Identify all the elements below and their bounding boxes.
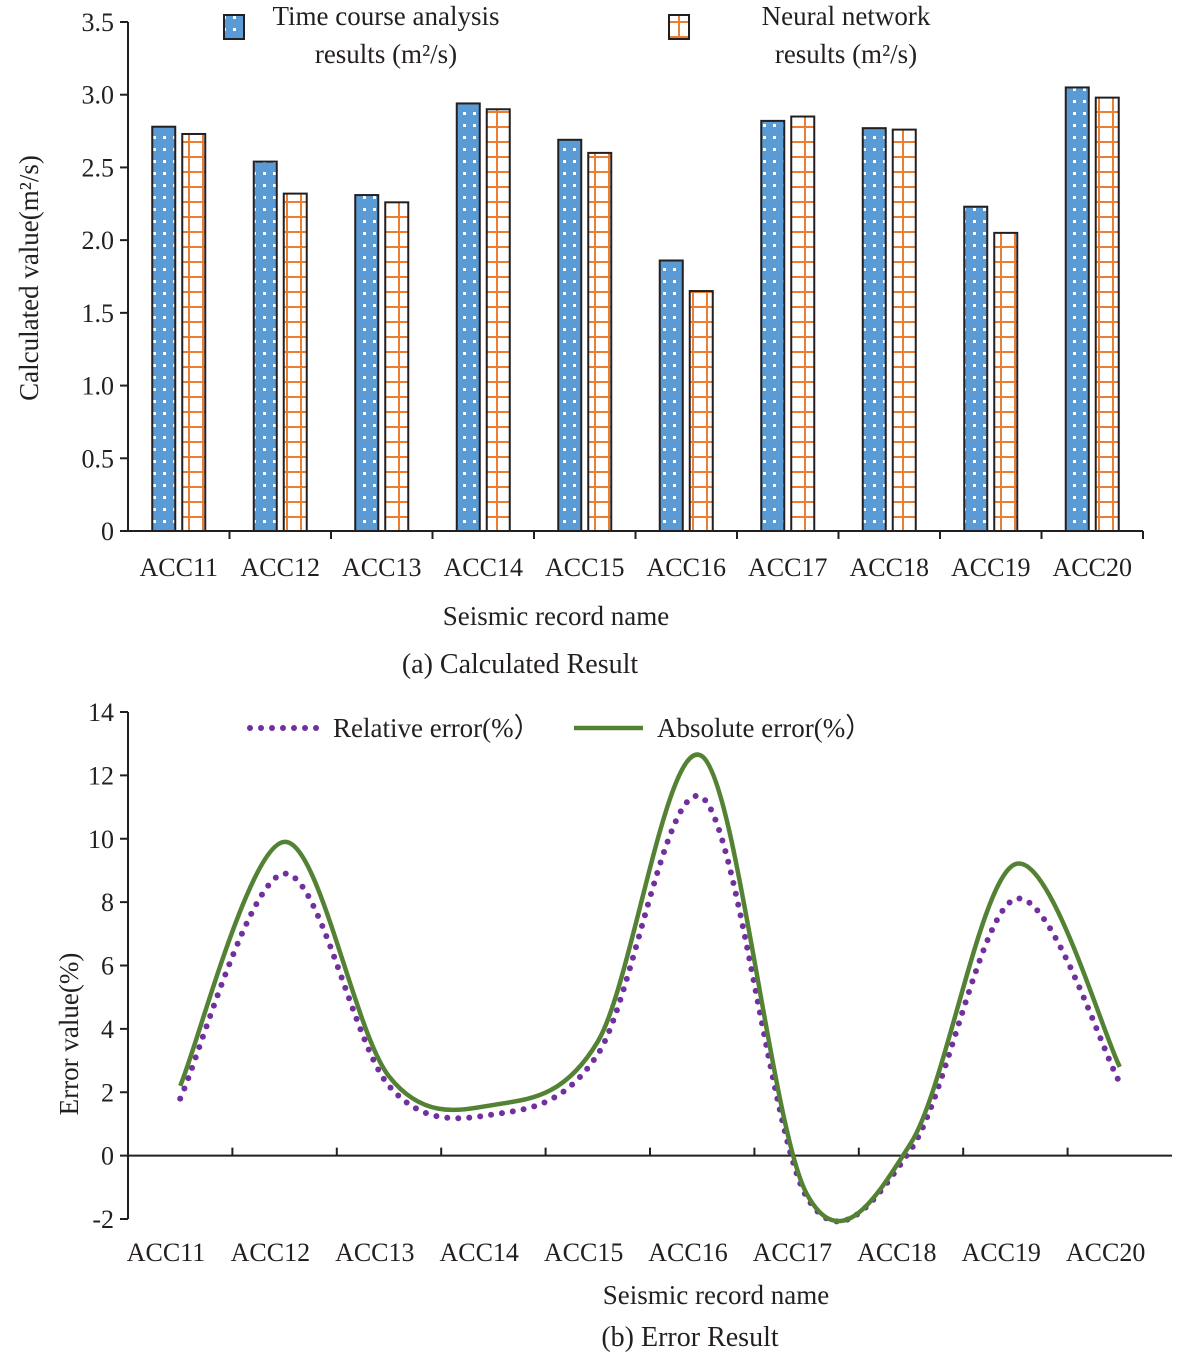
- bar-series-group: [151, 86, 1120, 533]
- x-tick-label: ACC13: [335, 1238, 414, 1267]
- x-tick-label: ACC12: [241, 553, 320, 582]
- chart-caption: (b) Error Result: [601, 1322, 779, 1353]
- bar-neural-network: [688, 290, 714, 532]
- y-axis-ticks: 0 0.5 1.0 1.5 2.0 2.5 3.0 3.5: [82, 8, 128, 546]
- bar-neural-network: [1094, 96, 1120, 532]
- x-tick-label: ACC18: [857, 1238, 936, 1267]
- y-tick-label: 10: [88, 825, 114, 854]
- bar-time-course: [861, 127, 887, 532]
- x-tick-label: ACC14: [439, 1238, 518, 1267]
- y-axis-title: Calculated value(m²/s): [14, 155, 44, 401]
- y-tick-label: -2: [92, 1205, 114, 1234]
- y-axis-ticks: -2 0 2 4 6 8 10 12 14: [88, 698, 128, 1234]
- bar-time-course: [455, 102, 481, 532]
- y-tick-label: 0.5: [82, 444, 115, 473]
- y-tick-label: 0: [101, 517, 114, 546]
- bar-neural-network: [181, 132, 207, 532]
- x-tick-label: ACC12: [231, 1238, 310, 1267]
- legend-label-neural-network-line2: results (m²/s): [775, 39, 917, 69]
- x-axis-title: Seismic record name: [443, 601, 669, 631]
- bar-neural-network: [891, 128, 917, 532]
- legend-swatch-time-course: [223, 14, 245, 40]
- x-tick-label: ACC20: [1053, 553, 1132, 582]
- bar-neural-network: [587, 151, 613, 532]
- legend-label-time-course-line1: Time course analysis: [273, 1, 500, 31]
- x-tick-label: ACC17: [748, 553, 827, 582]
- x-tick-label: ACC16: [648, 1238, 727, 1267]
- series-line-absolute-error: [178, 752, 1122, 1224]
- bar-time-course: [252, 160, 278, 533]
- bar-time-course: [658, 259, 684, 532]
- bar-neural-network: [993, 231, 1019, 532]
- x-tick-label: ACC15: [545, 553, 624, 582]
- x-axis-ticks: ACC11 ACC12 ACC13 ACC14 ACC15 ACC16 ACC17 ACC18…: [140, 531, 1144, 582]
- bar-time-course: [354, 194, 380, 532]
- y-tick-label: 12: [88, 761, 114, 790]
- bar-time-course: [557, 138, 583, 532]
- y-tick-label: 6: [101, 952, 114, 981]
- x-tick-label: ACC16: [647, 553, 726, 582]
- x-tick-label: ACC18: [850, 553, 929, 582]
- legend-label-neural-network-line1: Neural network: [762, 1, 931, 31]
- bar-neural-network: [282, 192, 308, 532]
- x-tick-label: ACC19: [951, 553, 1030, 582]
- bar-neural-network: [485, 108, 511, 532]
- bar-neural-network: [384, 201, 410, 532]
- bar-time-course: [760, 119, 786, 533]
- y-tick-label: 8: [101, 888, 114, 917]
- x-tick-label: ACC13: [342, 553, 421, 582]
- x-axis-ticks: ACC11 ACC12 ACC13 ACC14 ACC15 ACC16 ACC17 ACC18…: [127, 1147, 1145, 1267]
- y-tick-label: 3.0: [82, 81, 115, 110]
- series-line-relative-error: [177, 792, 1123, 1225]
- x-tick-label: ACC11: [127, 1238, 206, 1267]
- legend: Time course analysis results (m²/s) Neur…: [223, 1, 931, 69]
- y-tick-label: 0: [101, 1142, 114, 1171]
- bar-time-course: [151, 125, 177, 533]
- bar-time-course: [1064, 86, 1090, 532]
- legend-label-absolute-error: Absolute error(%）: [657, 713, 872, 743]
- x-tick-label: ACC15: [544, 1238, 623, 1267]
- y-tick-label: 2: [101, 1078, 114, 1107]
- x-tick-label: ACC14: [444, 553, 523, 582]
- x-axis-title: Seismic record name: [603, 1280, 829, 1310]
- x-tick-label: ACC17: [753, 1238, 832, 1267]
- chart-caption: (a) Calculated Result: [402, 649, 639, 680]
- legend: Relative error(%） Absolute error(%）: [247, 713, 872, 743]
- x-tick-label: ACC11: [140, 553, 219, 582]
- y-tick-label: 4: [101, 1015, 114, 1044]
- y-tick-label: 14: [88, 698, 114, 727]
- y-tick-label: 2.0: [82, 226, 115, 255]
- legend-label-relative-error: Relative error(%）: [333, 713, 541, 743]
- y-tick-label: 1.0: [82, 372, 115, 401]
- y-tick-label: 1.5: [82, 299, 115, 328]
- y-tick-label: 3.5: [82, 8, 115, 37]
- bar-neural-network: [790, 115, 816, 533]
- bar-time-course: [963, 205, 989, 533]
- x-tick-label: ACC20: [1066, 1238, 1145, 1267]
- legend-label-time-course-line2: results (m²/s): [315, 39, 457, 69]
- y-tick-label: 2.5: [82, 153, 115, 182]
- y-axis-title: Error value(%): [54, 953, 84, 1116]
- x-tick-label: ACC19: [961, 1238, 1040, 1267]
- bar-chart: 00.51.01.52.02.53.03.5 ACC11 ACC12 ACC13 AC…: [14, 1, 1144, 680]
- legend-swatch-neural-network: [668, 14, 690, 40]
